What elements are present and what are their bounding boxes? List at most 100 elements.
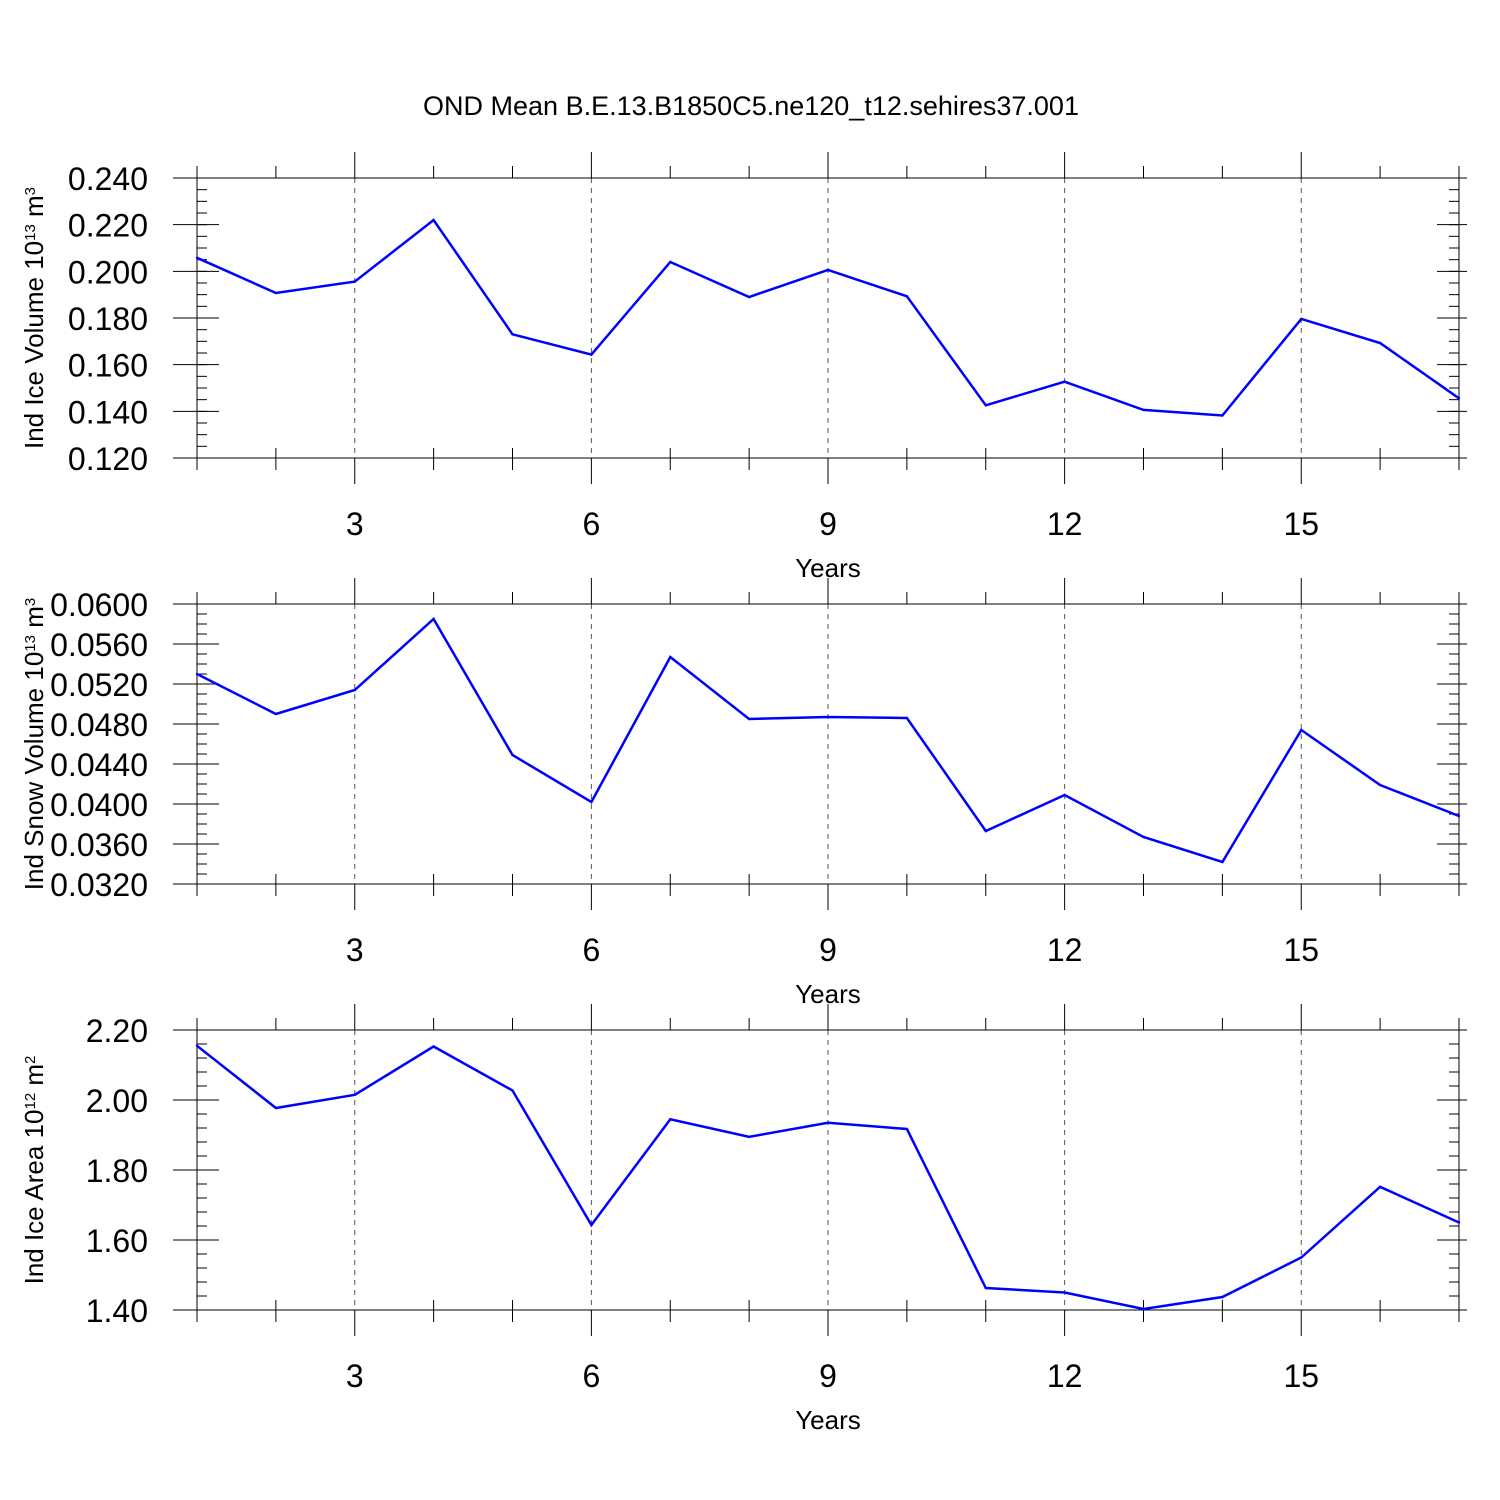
x-tick-label: 15 bbox=[1283, 932, 1319, 968]
x-tick-label: 9 bbox=[819, 1358, 837, 1394]
data-point bbox=[1063, 793, 1066, 797]
data-point bbox=[905, 1127, 909, 1131]
data-point bbox=[274, 712, 278, 716]
y-axis-label-exponent: 13 bbox=[22, 635, 39, 652]
y-axis-label-text: Ind Ice Volume 10 bbox=[19, 241, 49, 449]
y-axis-label: Ind Ice Volume 1013 m3 bbox=[19, 187, 49, 449]
data-point bbox=[1457, 1221, 1461, 1224]
data-point bbox=[195, 1044, 199, 1047]
data-point bbox=[274, 1106, 278, 1110]
y-tick-label: 1.80 bbox=[86, 1153, 148, 1189]
data-point bbox=[747, 295, 751, 299]
data-point bbox=[1142, 408, 1145, 412]
data-point bbox=[1378, 341, 1382, 345]
y-axis-label: Ind Snow Volume 1013 m3 bbox=[19, 598, 49, 890]
y-tick-label: 0.120 bbox=[68, 441, 148, 477]
x-tick-label: 12 bbox=[1047, 932, 1083, 968]
data-point bbox=[826, 268, 830, 272]
x-tick-label: 15 bbox=[1283, 506, 1319, 542]
data-point bbox=[905, 295, 909, 298]
data-point bbox=[590, 800, 593, 804]
data-point bbox=[1378, 1185, 1382, 1189]
data-point bbox=[1221, 860, 1224, 864]
y-tick-label: 2.20 bbox=[86, 1013, 148, 1049]
y-tick-label: 0.0360 bbox=[50, 827, 148, 863]
data-point bbox=[1063, 380, 1066, 383]
data-point bbox=[1457, 397, 1461, 400]
x-tick-label: 9 bbox=[819, 506, 837, 542]
chart-panel-2: 0.0320 0.0360 0.0400 0.0440 0.0480 0.0520 0.05… bbox=[19, 578, 1467, 1009]
data-point bbox=[195, 256, 199, 259]
y-axis-label-exponent: 12 bbox=[22, 1093, 39, 1110]
y-tick-label: 0.0520 bbox=[50, 667, 148, 703]
y-axis-label-unit: m bbox=[19, 606, 49, 635]
data-point bbox=[1221, 1295, 1224, 1299]
data-point bbox=[195, 672, 199, 676]
data-point bbox=[511, 753, 514, 757]
y-tick-label: 0.240 bbox=[68, 161, 148, 197]
x-tick-label: 15 bbox=[1283, 1358, 1319, 1394]
y-tick-label: 0.0600 bbox=[50, 587, 148, 623]
data-point bbox=[669, 260, 672, 264]
data-point bbox=[984, 1286, 987, 1290]
data-point bbox=[1221, 414, 1224, 417]
data-point bbox=[984, 829, 987, 833]
data-point bbox=[1063, 1291, 1066, 1294]
data-point bbox=[432, 1045, 435, 1048]
data-point bbox=[590, 353, 593, 356]
y-axis-label-text: Ind Ice Area 10 bbox=[19, 1110, 49, 1285]
data-point bbox=[432, 218, 435, 222]
data-point bbox=[905, 716, 909, 720]
x-tick-label: 6 bbox=[582, 506, 600, 542]
data-point bbox=[353, 1093, 356, 1096]
x-tick-label: 6 bbox=[582, 932, 600, 968]
data-point bbox=[826, 1121, 830, 1124]
data-point bbox=[511, 333, 514, 336]
x-tick-label: 12 bbox=[1047, 1358, 1083, 1394]
y-axis-label-unit-exponent: 2 bbox=[22, 1056, 39, 1064]
data-point bbox=[747, 1135, 751, 1138]
x-tick-label: 9 bbox=[819, 932, 837, 968]
y-tick-label: 0.0440 bbox=[50, 747, 148, 783]
y-axis-label: Ind Ice Area 1012 m2 bbox=[19, 1056, 49, 1285]
x-tick-label: 12 bbox=[1047, 506, 1083, 542]
data-point bbox=[826, 715, 830, 719]
data-point bbox=[511, 1089, 514, 1092]
data-point bbox=[274, 291, 278, 295]
y-tick-label: 0.160 bbox=[68, 348, 148, 384]
data-point bbox=[1300, 317, 1303, 321]
y-tick-label: 0.0320 bbox=[50, 867, 148, 903]
data-point bbox=[1300, 728, 1303, 732]
x-tick-label: 6 bbox=[582, 1358, 600, 1394]
y-tick-label: 2.00 bbox=[86, 1083, 148, 1119]
y-axis-label-unit-exponent: 3 bbox=[22, 187, 39, 195]
data-point bbox=[1457, 814, 1461, 818]
data-point bbox=[1142, 1307, 1145, 1311]
data-point bbox=[353, 280, 356, 283]
chart-panel-3: 1.40 1.60 1.80 2.00 2.20 3 6 9 12 15 Years Ind Ice … bbox=[19, 1004, 1467, 1435]
y-tick-label: 0.0480 bbox=[50, 707, 148, 743]
data-point bbox=[1300, 1256, 1303, 1259]
y-tick-label: 0.140 bbox=[68, 394, 148, 430]
y-axis-label-unit: m bbox=[19, 195, 49, 224]
y-axis-label-unit-exponent: 3 bbox=[22, 598, 39, 606]
y-tick-label: 0.220 bbox=[68, 208, 148, 244]
chart-panel-1: 0.120 0.140 0.160 0.180 0.200 0.220 0.240 3 6 9 12… bbox=[19, 152, 1467, 583]
x-tick-label: 3 bbox=[346, 506, 364, 542]
x-axis-label: Years bbox=[795, 1405, 861, 1435]
figure-title: OND Mean B.E.13.B1850C5.ne120_t12.sehire… bbox=[423, 91, 1079, 121]
y-tick-label: 1.40 bbox=[86, 1293, 148, 1329]
y-axis-label-exponent: 13 bbox=[22, 224, 39, 241]
data-point bbox=[1378, 783, 1382, 787]
y-tick-label: 0.200 bbox=[68, 254, 148, 290]
y-tick-label: 0.180 bbox=[68, 301, 148, 337]
y-axis-label-unit: m bbox=[19, 1064, 49, 1093]
data-point bbox=[669, 655, 672, 659]
data-point bbox=[669, 1118, 672, 1121]
data-point bbox=[1142, 835, 1145, 839]
x-tick-label: 3 bbox=[346, 1358, 364, 1394]
data-point bbox=[984, 404, 987, 407]
y-tick-label: 0.0560 bbox=[50, 627, 148, 663]
data-point bbox=[432, 617, 435, 621]
